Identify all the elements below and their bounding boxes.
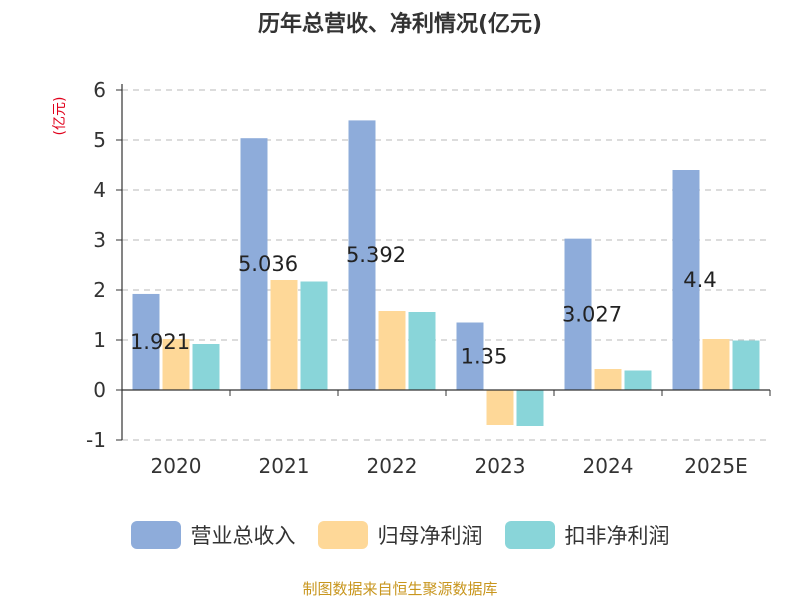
legend-item[interactable]: 营业总收入 [130,520,296,550]
legend: 营业总收入 归母净利润 扣非净利润 [0,518,800,552]
bar-2-2021 [270,280,298,390]
y-tick-label: 3 [93,228,106,252]
x-tick-label: 2020 [151,454,202,478]
x-tick-label: 2025E [684,454,748,478]
bar-3-2021 [300,281,328,390]
legend-swatch [317,521,368,549]
data-label: 5.392 [346,243,406,267]
y-tick-label: 2 [93,278,106,302]
bar-3-2025E [732,340,760,390]
y-tick-label: 0 [93,378,106,402]
chart-title: 历年总营收、净利情况(亿元) [257,12,543,37]
bar-1-2023 [456,322,484,390]
bar-2-2023 [486,390,514,425]
bar-3-2020 [192,344,220,390]
x-tick-label: 2023 [475,454,526,478]
y-tick-label: 5 [93,128,106,152]
source-note: 制图数据来自恒生聚源数据库 [302,580,498,598]
legend-swatch [504,521,555,549]
bar-2-2024 [594,369,622,390]
x-tick-label: 2024 [583,454,634,478]
bar-1-2020 [132,293,160,390]
y-tick-label: 4 [93,178,106,202]
data-label: 4.4 [683,268,716,292]
legend-item[interactable]: 归母净利润 [317,520,483,550]
data-label: 3.027 [562,302,622,326]
y-tick-label: 1 [93,328,106,352]
bar-3-2024 [624,370,652,390]
bar-2-2022 [378,311,406,390]
data-label: 5.036 [238,252,298,276]
x-tick-label: 2022 [367,454,418,478]
bar-1-2024 [564,238,592,390]
bar-2-2025E [702,339,730,390]
legend-swatch [130,521,181,549]
legend-label: 营业总收入 [190,524,296,548]
bar-1-2022 [348,120,376,391]
data-label: 1.921 [130,330,190,354]
y-tick-label: 6 [93,78,106,102]
bar-1-2021 [240,138,268,390]
x-tick-label: 2021 [259,454,310,478]
bar-1-2025E [672,170,700,390]
y-axis-label: (亿元) [52,97,68,136]
y-tick-label: -1 [86,428,106,452]
bar-2-2020 [162,339,190,390]
bar-3-2023 [516,390,544,426]
bar-3-2022 [408,312,436,390]
legend-item[interactable]: 扣非净利润 [504,520,670,550]
legend-label: 归母净利润 [377,524,483,548]
legend-label: 扣非净利润 [564,524,670,548]
data-label: 1.35 [461,344,508,368]
